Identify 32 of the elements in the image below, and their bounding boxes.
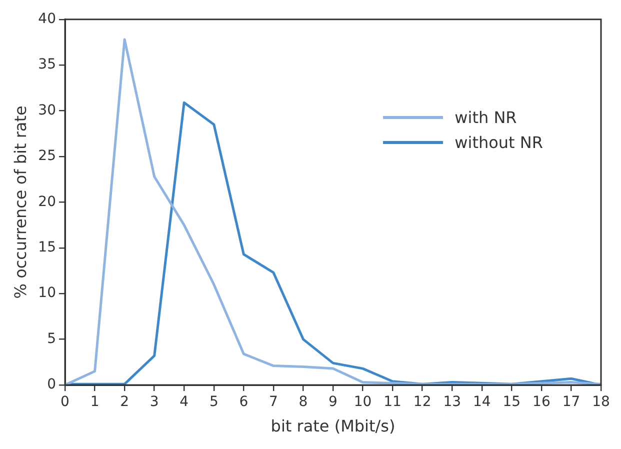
x-axis-title: bit rate (Mbit/s): [270, 416, 396, 436]
y-tick-label: 10: [38, 285, 56, 302]
x-tick-label: 15: [502, 394, 521, 410]
y-tick-label: 30: [38, 102, 56, 118]
x-tick-label: 12: [413, 394, 432, 410]
x-tick-label: 5: [209, 394, 218, 410]
x-tick-label: 9: [328, 394, 338, 410]
y-tick-label: 20: [38, 194, 56, 210]
x-tick-label: 17: [562, 394, 580, 410]
y-tick-label: 25: [38, 148, 56, 164]
x-tick-label: 8: [298, 394, 308, 410]
x-tick-label: 3: [150, 394, 159, 410]
y-tick-label: 5: [47, 330, 56, 347]
x-tick-label: 18: [592, 394, 610, 410]
x-tick-label: 4: [180, 394, 189, 410]
x-tick-label: 13: [443, 394, 462, 410]
x-tick-label: 14: [472, 394, 491, 410]
legend-label: with NR: [454, 108, 517, 127]
y-tick-label: 40: [38, 11, 56, 28]
x-tick-label: 11: [384, 394, 402, 410]
x-tick-label: 7: [268, 394, 278, 410]
x-tick-label: 10: [354, 394, 372, 410]
legend-label: without NR: [454, 133, 543, 152]
x-tick-label: 16: [532, 394, 550, 410]
x-tick-label: 2: [120, 394, 130, 410]
x-tick-label: 0: [60, 394, 70, 410]
y-tick-label: 0: [47, 376, 56, 393]
y-tick-label: 35: [38, 56, 56, 73]
x-tick-label: 1: [90, 394, 100, 410]
x-tick-label: 6: [239, 394, 248, 410]
y-axis-title: % occurrence of bit rate: [10, 106, 30, 299]
y-tick-label: 15: [38, 240, 56, 256]
